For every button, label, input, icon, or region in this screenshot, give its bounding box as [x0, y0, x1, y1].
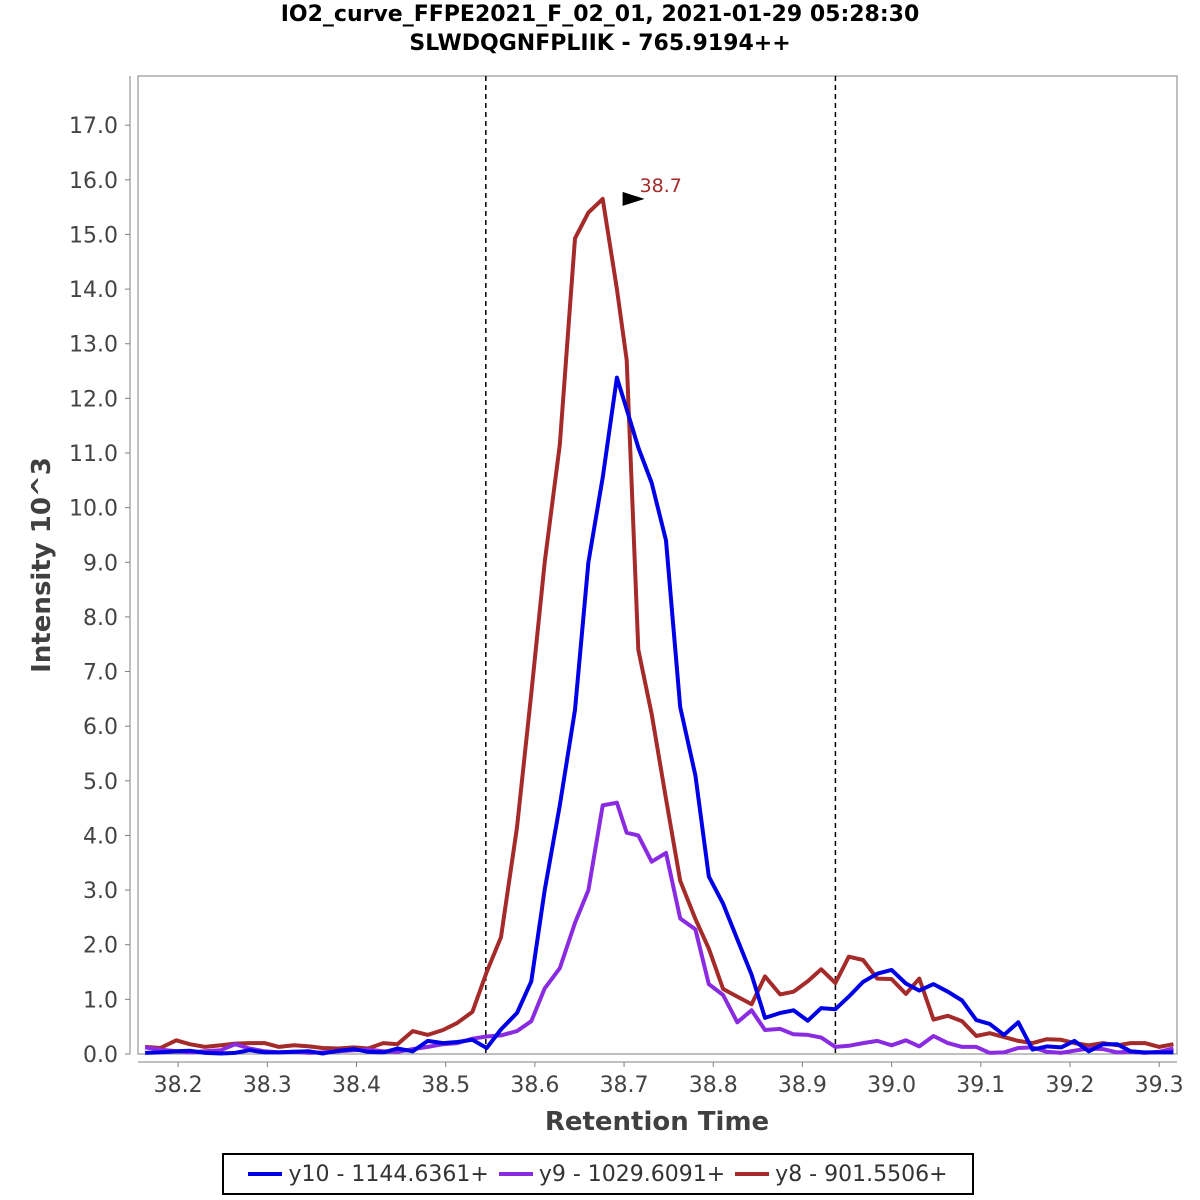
y-tick-label: 4.0: [83, 824, 118, 849]
x-tick-label: 38.7: [600, 1073, 649, 1098]
legend-item: y9 - 1029.6091+: [498, 1161, 726, 1187]
y-tick-label: 8.0: [83, 606, 118, 631]
y-tick-label: 6.0: [83, 715, 118, 740]
chart-subtitle: SLWDQGNFPLIIK - 765.9194++: [409, 31, 791, 56]
y-tick-label: 17.0: [69, 114, 118, 139]
legend-label: y8 - 901.5506+: [775, 1161, 948, 1187]
peak-marker-arrow: [622, 191, 645, 206]
legend-swatch: [735, 1172, 770, 1176]
y-tick-label: 5.0: [83, 770, 118, 795]
series-line-y10: [145, 375, 1174, 1056]
y-tick-label: 3.0: [83, 879, 118, 904]
y-axis-label: Intensity 10^3: [27, 457, 57, 673]
x-tick-label: 38.2: [154, 1073, 203, 1098]
y-tick-label: 12.0: [69, 387, 118, 412]
y-tick-label: 7.0: [83, 661, 118, 686]
y-tick-label: 13.0: [69, 333, 118, 358]
legend-item: y10 - 1144.6361+: [248, 1161, 489, 1187]
x-tick-label: 38.5: [421, 1073, 470, 1098]
y-tick-label: 14.0: [69, 278, 118, 303]
legend-label: y9 - 1029.6091+: [538, 1161, 726, 1187]
chart-title: IO2_curve_FFPE2021_F_02_01, 2021-01-29 0…: [280, 2, 920, 27]
legend-swatch: [248, 1172, 283, 1176]
peak-label: 38.7: [640, 175, 682, 197]
y-tick-label: 10.0: [69, 497, 118, 522]
plot-area: [137, 75, 1178, 1055]
x-tick-label: 38.4: [332, 1073, 381, 1098]
x-tick-label: 38.3: [243, 1073, 292, 1098]
y-tick-label: 1.0: [83, 988, 118, 1013]
legend-swatch: [498, 1172, 533, 1176]
chromatogram-chart: 0.0 1.0 2.0 3.0 4.0 5.0 6.0 7.0 8.0 9.0 10.0 11.0 12…: [27, 75, 1184, 1137]
legend-label: y10 - 1144.6361+: [288, 1161, 489, 1187]
x-tick-label: 39.2: [1045, 1073, 1094, 1098]
y-tick-label: 11.0: [69, 442, 118, 467]
y-tick-label: 0.0: [83, 1043, 118, 1068]
series-line-y8: [144, 196, 1174, 1051]
x-tick-label: 38.9: [778, 1073, 827, 1098]
x-axis-label: Retention Time: [545, 1107, 769, 1137]
y-tick-label: 9.0: [83, 551, 118, 576]
legend-item: y8 - 901.5506+: [735, 1161, 948, 1187]
y-tick-label: 2.0: [83, 934, 118, 959]
x-tick-label: 39.3: [1135, 1073, 1184, 1098]
y-tick-label: 16.0: [69, 169, 118, 194]
chart-legend: y10 - 1144.6361+ y9 - 1029.6091+ y8 - 901.…: [222, 1153, 974, 1195]
x-tick-label: 39.0: [867, 1073, 916, 1098]
x-tick-label: 38.6: [510, 1073, 559, 1098]
x-tick-label: 38.8: [689, 1073, 738, 1098]
x-tick-label: 39.1: [956, 1073, 1005, 1098]
y-tick-label: 15.0: [69, 223, 118, 248]
